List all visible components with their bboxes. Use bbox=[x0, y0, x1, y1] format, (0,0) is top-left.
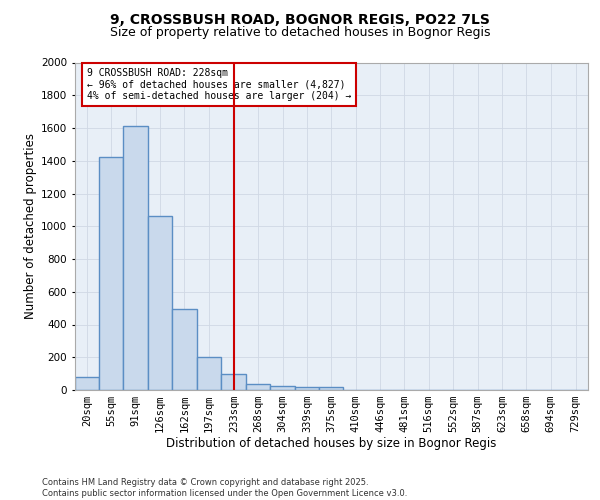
Bar bbox=[172, 309, 197, 390]
Text: Contains HM Land Registry data © Crown copyright and database right 2025.
Contai: Contains HM Land Registry data © Crown c… bbox=[42, 478, 407, 498]
Bar bbox=[270, 386, 295, 390]
Text: Size of property relative to detached houses in Bognor Regis: Size of property relative to detached ho… bbox=[110, 26, 490, 39]
Bar bbox=[295, 386, 319, 390]
Bar bbox=[246, 384, 270, 390]
Bar bbox=[319, 386, 343, 390]
Bar bbox=[221, 374, 246, 390]
X-axis label: Distribution of detached houses by size in Bognor Regis: Distribution of detached houses by size … bbox=[166, 436, 497, 450]
Text: 9 CROSSBUSH ROAD: 228sqm
← 96% of detached houses are smaller (4,827)
4% of semi: 9 CROSSBUSH ROAD: 228sqm ← 96% of detach… bbox=[87, 68, 352, 102]
Bar bbox=[148, 216, 172, 390]
Y-axis label: Number of detached properties: Number of detached properties bbox=[24, 133, 37, 320]
Bar bbox=[75, 377, 99, 390]
Bar bbox=[123, 126, 148, 390]
Bar bbox=[99, 158, 123, 390]
Bar bbox=[197, 357, 221, 390]
Text: 9, CROSSBUSH ROAD, BOGNOR REGIS, PO22 7LS: 9, CROSSBUSH ROAD, BOGNOR REGIS, PO22 7L… bbox=[110, 12, 490, 26]
